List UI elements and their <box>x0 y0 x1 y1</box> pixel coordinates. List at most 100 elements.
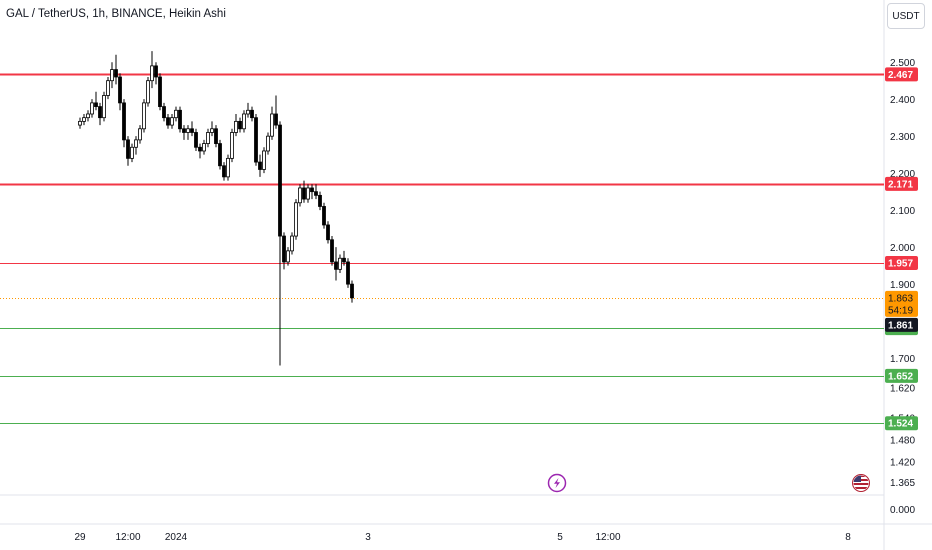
crosshair-badge-bg <box>885 317 918 332</box>
last-price-label: 1.863 <box>888 293 913 304</box>
candle-body <box>82 117 86 122</box>
candle-body <box>254 117 258 163</box>
time-tick-label: 29 <box>74 532 86 543</box>
candle-body <box>198 146 202 152</box>
candle <box>118 73 122 111</box>
candle-body <box>130 146 134 159</box>
candle <box>294 199 298 240</box>
candle-body <box>162 106 166 119</box>
candle-body <box>86 113 90 119</box>
crosshair-price-badge: 1.861 <box>885 317 918 332</box>
candle <box>82 113 86 126</box>
candle-body <box>106 80 110 96</box>
candle <box>226 154 230 181</box>
price-badge-bg <box>885 176 918 191</box>
price-badge-bg <box>885 416 918 431</box>
candle <box>318 191 322 211</box>
candle <box>350 280 354 303</box>
time-tick-label: 12:00 <box>115 532 140 543</box>
candle <box>202 139 206 155</box>
candle <box>250 106 254 122</box>
lightning-icon[interactable] <box>547 473 567 493</box>
candle-body <box>170 117 174 126</box>
price-badge-label: 1.524 <box>888 419 913 430</box>
candle-body <box>246 109 250 115</box>
candle <box>170 113 174 129</box>
candle-body <box>326 224 330 241</box>
candle <box>166 113 170 129</box>
us-flag-icon[interactable] <box>852 474 870 492</box>
candles <box>78 51 354 366</box>
candle <box>146 76 150 107</box>
candle-body <box>306 187 310 200</box>
candle <box>150 51 154 89</box>
price-badge-label: 2.467 <box>888 70 913 81</box>
candle <box>158 73 162 111</box>
price-tick-label: 1.420 <box>890 458 915 469</box>
candle-body <box>186 128 190 133</box>
candle <box>194 128 198 151</box>
price-tick-label: 1.620 <box>890 384 915 395</box>
candle <box>338 254 342 274</box>
candle <box>254 113 258 166</box>
candle-body <box>302 187 306 200</box>
candle <box>286 247 290 266</box>
candle-body <box>342 257 346 263</box>
candle-body <box>158 76 162 107</box>
candle-body <box>266 135 270 152</box>
price-axis[interactable]: 2.500 2.400 2.300 2.200 2.100 2.000 1.900 1.700… <box>890 58 915 489</box>
last-price-badge-bg <box>885 290 918 317</box>
currency-button[interactable]: USDT <box>887 3 925 29</box>
candle-body <box>214 128 218 144</box>
candle <box>310 184 314 200</box>
candle-body <box>218 143 222 167</box>
candle <box>98 102 102 126</box>
candle-body <box>210 128 214 133</box>
time-tick-label: 8 <box>845 532 851 543</box>
price-badges: 2.4672.1711.9571.7811.6521.5241.86354:19… <box>885 67 918 431</box>
candle <box>266 132 270 155</box>
candle-body <box>178 109 182 130</box>
crosshair-price-label: 1.861 <box>888 320 913 331</box>
time-tick-label: 5 <box>557 532 563 543</box>
time-tick-label: 2024 <box>165 532 188 543</box>
candle <box>86 110 90 122</box>
volume-scale-label: 0.000 <box>890 505 915 516</box>
candle-body <box>314 191 318 196</box>
candle <box>106 76 110 100</box>
price-badge-label: 1.957 <box>888 259 913 270</box>
candle <box>154 62 158 85</box>
price-tick-label: 2.400 <box>890 95 915 106</box>
candle-body <box>206 132 210 144</box>
candle <box>110 62 114 89</box>
candle <box>306 184 310 203</box>
candle-body <box>138 128 142 141</box>
price-badge-label: 2.171 <box>888 179 913 190</box>
candle <box>346 258 350 288</box>
candle-body <box>330 239 334 263</box>
candle-body <box>98 106 102 119</box>
candle-body <box>334 261 338 270</box>
candle-body <box>298 187 302 204</box>
candle <box>210 121 214 137</box>
candle <box>222 162 226 181</box>
candle <box>302 180 306 203</box>
candle <box>234 113 238 137</box>
candle-body <box>150 65 154 82</box>
candle-body <box>142 102 146 130</box>
price-badge-bg <box>885 67 918 82</box>
candle-body <box>154 65 158 78</box>
candle <box>282 232 286 270</box>
candle-body <box>134 139 138 148</box>
price-badge: 2.467 <box>885 67 918 82</box>
candle <box>122 99 126 148</box>
candle-body <box>126 139 130 159</box>
candle <box>258 154 262 177</box>
candle-body <box>110 69 114 82</box>
symbol-title[interactable]: GAL / TetherUS, 1h, BINANCE, Heikin Ashi <box>6 8 226 20</box>
candle-body <box>278 124 282 237</box>
candle <box>270 106 274 140</box>
price-tick-label: 1.480 <box>890 436 915 447</box>
